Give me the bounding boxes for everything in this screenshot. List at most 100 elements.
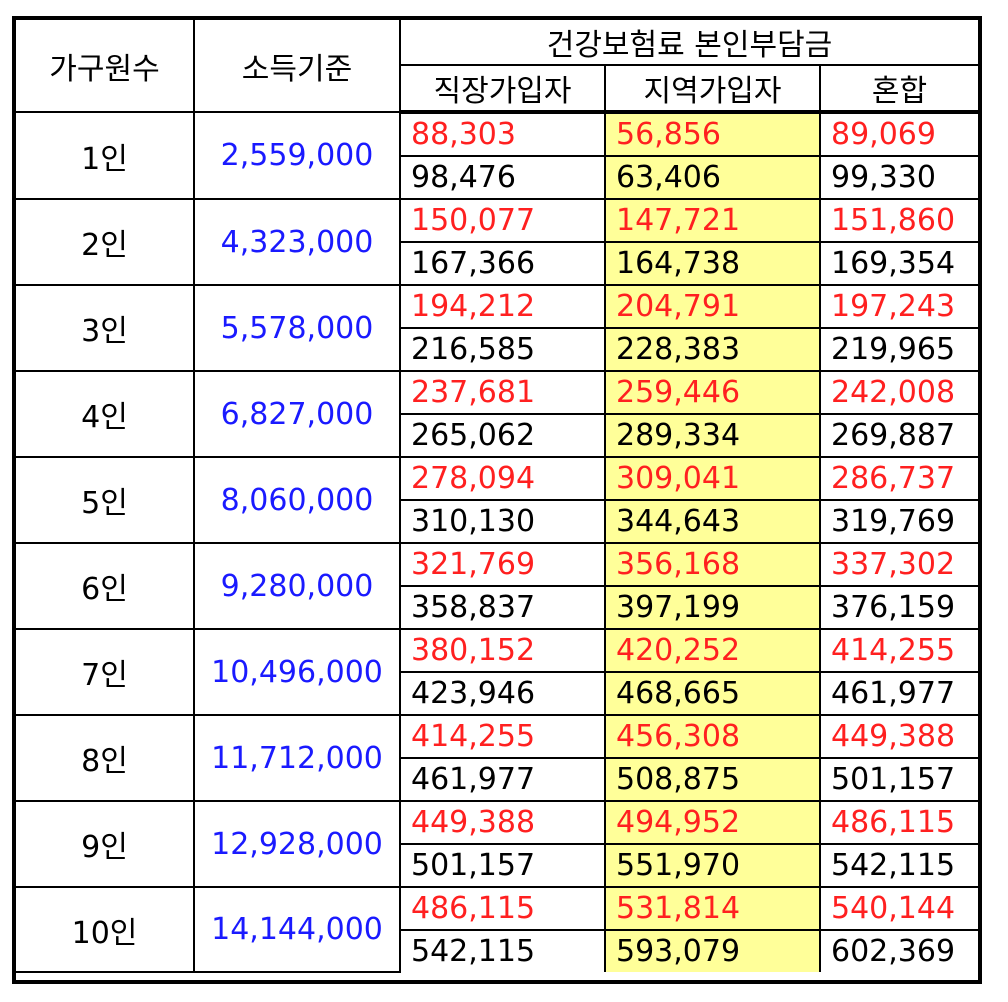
table-row: 6인 9,280,000 321,769 356,168 337,302 — [16, 542, 979, 630]
income-cell: 12,928,000 — [193, 800, 401, 888]
employee-cell: 423,946 — [400, 671, 606, 716]
mixed-cell: 602,369 — [818, 929, 979, 972]
regional-cell: 456,308 — [604, 714, 821, 759]
insurance-table-frame: 가구원수 소득기준 건강보험료 본인부담금 직장가입자 지역가입자 혼합 1인 2… — [12, 16, 982, 984]
table-row: 1인 2,559,000 88,303 56,856 89,069 — [16, 111, 979, 200]
mixed-cell: 414,255 — [818, 628, 979, 673]
income-cell: 6,827,000 — [193, 370, 401, 458]
header-income: 소득기준 — [193, 20, 401, 113]
regional-cell: 56,856 — [604, 111, 821, 157]
table-row: 7인 10,496,000 380,152 420,252 414,255 — [16, 628, 979, 716]
employee-cell: 237,681 — [399, 370, 606, 415]
mixed-cell: 337,302 — [818, 542, 979, 587]
table-row: 501,157 551,970 542,115 — [16, 843, 979, 888]
income-cell: 8,060,000 — [193, 456, 401, 544]
employee-cell: 461,977 — [400, 757, 606, 802]
employee-cell: 321,769 — [399, 542, 606, 587]
employee-cell: 449,388 — [399, 800, 606, 845]
regional-cell: 309,041 — [604, 456, 821, 501]
mixed-cell: 319,769 — [818, 499, 979, 544]
table-row: 423,946 468,665 461,977 — [16, 671, 979, 716]
household-size-cell: 9인 — [16, 800, 195, 888]
table-row: 9인 12,928,000 449,388 494,952 486,115 — [16, 800, 979, 888]
regional-cell: 468,665 — [604, 671, 821, 716]
regional-cell: 63,406 — [604, 155, 821, 200]
table-row: 98,476 63,406 99,330 — [16, 155, 979, 200]
regional-cell: 551,970 — [604, 843, 821, 888]
regional-cell: 531,814 — [604, 886, 821, 931]
mixed-cell: 219,965 — [818, 327, 979, 372]
household-size-cell: 8인 — [16, 714, 195, 802]
table-body: 1인 2,559,000 88,303 56,856 89,069 98,476 63,40… — [16, 111, 979, 973]
income-cell: 2,559,000 — [193, 111, 401, 200]
mixed-cell: 376,159 — [818, 585, 979, 630]
household-size-cell: 4인 — [16, 370, 195, 458]
header-household: 가구원수 — [16, 20, 195, 113]
employee-cell: 486,115 — [399, 886, 606, 931]
table-row: 216,585 228,383 219,965 — [16, 327, 979, 372]
employee-cell: 150,077 — [399, 198, 606, 243]
table-row: 265,062 289,334 269,887 — [16, 413, 979, 458]
household-size-cell: 6인 — [16, 542, 195, 630]
mixed-cell: 269,887 — [818, 413, 979, 458]
mixed-cell: 151,860 — [818, 198, 979, 243]
table-row: 358,837 397,199 376,159 — [16, 585, 979, 630]
household-size-cell: 1인 — [16, 111, 195, 200]
employee-cell: 194,212 — [399, 284, 606, 329]
mixed-cell: 242,008 — [818, 370, 979, 415]
employee-cell: 216,585 — [400, 327, 606, 372]
regional-cell: 147,721 — [604, 198, 821, 243]
household-size-cell: 2인 — [16, 198, 195, 286]
header-contribution-group: 건강보험료 본인부담금 — [398, 20, 979, 66]
employee-cell: 414,255 — [399, 714, 606, 759]
household-size-cell: 10인 — [16, 886, 195, 973]
employee-cell: 358,837 — [400, 585, 606, 630]
mixed-cell: 461,977 — [818, 671, 979, 716]
table-row: 542,115 593,079 602,369 — [16, 929, 979, 972]
employee-cell: 380,152 — [399, 628, 606, 673]
table-row: 461,977 508,875 501,157 — [16, 757, 979, 802]
household-size-cell: 7인 — [16, 628, 195, 716]
mixed-cell: 286,737 — [818, 456, 979, 501]
regional-cell: 356,168 — [604, 542, 821, 587]
regional-cell: 289,334 — [604, 413, 821, 458]
header-mixed: 혼합 — [818, 64, 979, 114]
regional-cell: 397,199 — [604, 585, 821, 630]
regional-cell: 508,875 — [604, 757, 821, 802]
table-row: 167,366 164,738 169,354 — [16, 241, 979, 286]
household-size-cell: 5인 — [16, 456, 195, 544]
regional-cell: 494,952 — [604, 800, 821, 845]
table-row: 5인 8,060,000 278,094 309,041 286,737 — [16, 456, 979, 544]
regional-cell: 344,643 — [604, 499, 821, 544]
employee-cell: 501,157 — [400, 843, 606, 888]
mixed-cell: 501,157 — [818, 757, 979, 802]
regional-cell: 228,383 — [604, 327, 821, 372]
table-row: 8인 11,712,000 414,255 456,308 449,388 — [16, 714, 979, 802]
employee-cell: 88,303 — [399, 111, 606, 157]
employee-cell: 310,130 — [400, 499, 606, 544]
header-employee: 직장가입자 — [400, 64, 606, 114]
regional-cell: 259,446 — [604, 370, 821, 415]
regional-cell: 420,252 — [604, 628, 821, 673]
mixed-cell: 197,243 — [818, 284, 979, 329]
mixed-cell: 542,115 — [818, 843, 979, 888]
income-cell: 11,712,000 — [193, 714, 401, 802]
insurance-table: 가구원수 소득기준 건강보험료 본인부담금 직장가입자 지역가입자 혼합 1인 2… — [16, 20, 979, 973]
mixed-cell: 540,144 — [818, 886, 979, 931]
regional-cell: 164,738 — [604, 241, 821, 286]
header-regional: 지역가입자 — [604, 64, 821, 114]
household-size-cell: 3인 — [16, 284, 195, 372]
mixed-cell: 169,354 — [818, 241, 979, 286]
regional-cell: 593,079 — [604, 929, 821, 972]
employee-cell: 278,094 — [399, 456, 606, 501]
regional-cell: 204,791 — [604, 284, 821, 329]
mixed-cell: 486,115 — [818, 800, 979, 845]
income-cell: 10,496,000 — [193, 628, 401, 716]
employee-cell: 542,115 — [400, 929, 606, 972]
mixed-cell: 99,330 — [818, 155, 979, 200]
mixed-cell: 89,069 — [818, 111, 979, 157]
income-cell: 5,578,000 — [193, 284, 401, 372]
income-cell: 9,280,000 — [193, 542, 401, 630]
mixed-cell: 449,388 — [818, 714, 979, 759]
table-row: 2인 4,323,000 150,077 147,721 151,860 — [16, 198, 979, 286]
